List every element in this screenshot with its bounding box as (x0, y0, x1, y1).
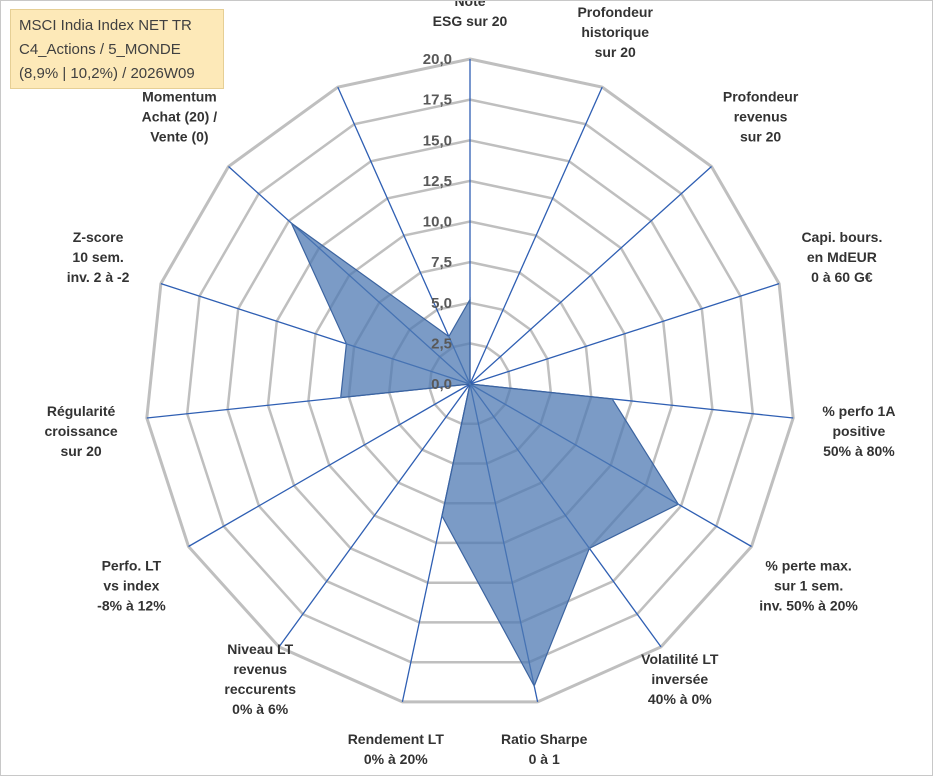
axis-label: Niveau LT revenus reccurents 0% à 6% (224, 641, 296, 717)
axis-label-line: Achat (20) / (142, 108, 218, 124)
axis-label-line: Volatilité LT (641, 651, 719, 667)
axis-label-line: -8% à 12% (97, 598, 166, 614)
tick-label: 15,0 (423, 132, 452, 149)
axis-label-line: historique (581, 24, 649, 40)
series-point (588, 547, 591, 550)
tick-label: 12,5 (423, 173, 452, 190)
axis-label-line: positive (832, 423, 885, 439)
axis-label-line: 0 à 60 G€ (811, 269, 873, 285)
axis-label-line: inversée (651, 671, 708, 687)
axis-label-line: Régularité (47, 403, 116, 419)
axis-label: Momentum Achat (20) / Vente (0) (142, 88, 218, 144)
axis-label: Ratio Sharpe 0 à 1 (501, 731, 588, 767)
tick-label: 20,0 (423, 51, 452, 68)
series-point (339, 396, 342, 399)
axis-label-line: revenus (734, 108, 788, 124)
axis-label-line: 40% à 0% (648, 691, 712, 707)
radar-spoke (469, 166, 712, 385)
axis-label: Capi. bours. en MdEUR 0 à 60 G€ (801, 229, 882, 285)
tick-label: 2,5 (431, 335, 452, 352)
axis-label-line: Vente (0) (150, 128, 208, 144)
title-line-3: (8,9% | 10,2%) / 2026W09 (19, 65, 195, 82)
axis-label: Perfo. LT vs index -8% à 12% (97, 558, 166, 614)
axis-label-line: 10 sem. (72, 249, 123, 265)
axis-label-line: sur 20 (60, 443, 101, 459)
series-point (290, 222, 293, 224)
grid-ring (145, 57, 795, 704)
axis-label-line: Momentum (142, 88, 217, 104)
axis-label-line: % perfo 1A (822, 403, 895, 419)
axis-label-line: sur 20 (595, 44, 636, 60)
axis-label-line: reccurents (224, 681, 296, 697)
axis-label-line: Profondeur (723, 88, 799, 104)
radar-axis-labels: Note ESG sur 20 Profondeur historique sur 20… (45, 1, 896, 767)
axis-label-line: Perfo. LT (102, 558, 162, 574)
series-point (345, 343, 348, 345)
tick-label: 10,0 (423, 214, 452, 231)
axis-label: Z-score 10 sem. inv. 2 à -2 (67, 229, 130, 285)
axis-label: Rendement LT 0% à 20% (348, 731, 445, 767)
axis-label: % perfo 1A positive 50% à 80% (822, 403, 895, 459)
axis-label-line: en MdEUR (807, 249, 877, 265)
grid-ring (266, 179, 674, 584)
radar-spoke (469, 86, 603, 385)
radar-spoke (188, 383, 471, 548)
axis-label: Profondeur revenus sur 20 (723, 88, 799, 144)
axis-label-line: vs index (103, 578, 159, 594)
grid-ring (226, 139, 714, 624)
axis-label-line: Niveau LT (227, 641, 293, 657)
axis-label-line: Ratio Sharpe (501, 731, 588, 747)
axis-label-line: ESG sur 20 (433, 13, 508, 29)
axis-label-line: 50% à 80% (823, 443, 895, 459)
axis-label-line: inv. 50% à 20% (759, 598, 858, 614)
series-point (677, 503, 680, 506)
series-area (289, 221, 680, 688)
series-point (448, 335, 450, 338)
tick-label: 7,5 (431, 254, 452, 271)
axis-label-line: 0% à 20% (364, 751, 428, 767)
axis-label: Régularité croissance sur 20 (45, 403, 118, 459)
axis-label: % perte max. sur 1 sem. inv. 50% à 20% (759, 558, 858, 614)
axis-label-line: Z-score (73, 229, 124, 245)
axis-label-line: Profondeur (577, 4, 653, 20)
grid-ring (185, 98, 755, 664)
radar-spoke (278, 383, 471, 648)
radar-grid (145, 57, 795, 704)
radar-spoke (337, 86, 471, 385)
tick-label: 17,5 (423, 92, 452, 109)
series-point (441, 515, 443, 517)
axis-label-line: revenus (233, 661, 287, 677)
axis-label-line: % perte max. (765, 558, 851, 574)
axis-label-line: Capi. bours. (801, 229, 882, 245)
series-point (469, 383, 471, 385)
series-point (533, 685, 535, 687)
radar-spoke (469, 282, 780, 385)
axis-label-line: sur 20 (740, 128, 781, 144)
axis-label: Profondeur historique sur 20 (577, 4, 653, 60)
axis-label-line: inv. 2 à -2 (67, 269, 130, 285)
title-line-1: MSCI India Index NET TR (19, 17, 192, 34)
axis-label: Note ESG sur 20 (433, 1, 508, 29)
axis-label-line: 0 à 1 (529, 751, 560, 767)
axis-label-line: 0% à 6% (232, 701, 289, 717)
tick-label: 0,0 (431, 376, 452, 393)
axis-label-line: sur 1 sem. (774, 578, 843, 594)
axis-label-line: Note (454, 1, 485, 9)
chart-title-box: MSCI India Index NET TR C4_Actions / 5_M… (10, 9, 224, 89)
radar-series (289, 221, 680, 688)
radar-tick-labels: 0,0 2,5 5,0 7,5 10,0 12,5 15,0 17,5 20,0 (423, 51, 452, 393)
series-point (469, 298, 471, 301)
axis-label-line: croissance (45, 423, 118, 439)
axis-label: Volatilité LT inversée 40% à 0% (641, 651, 719, 707)
axis-label-line: Rendement LT (348, 731, 445, 747)
tick-label: 5,0 (431, 295, 452, 312)
title-line-2: C4_Actions / 5_MONDE (19, 41, 181, 58)
series-point (611, 398, 613, 400)
